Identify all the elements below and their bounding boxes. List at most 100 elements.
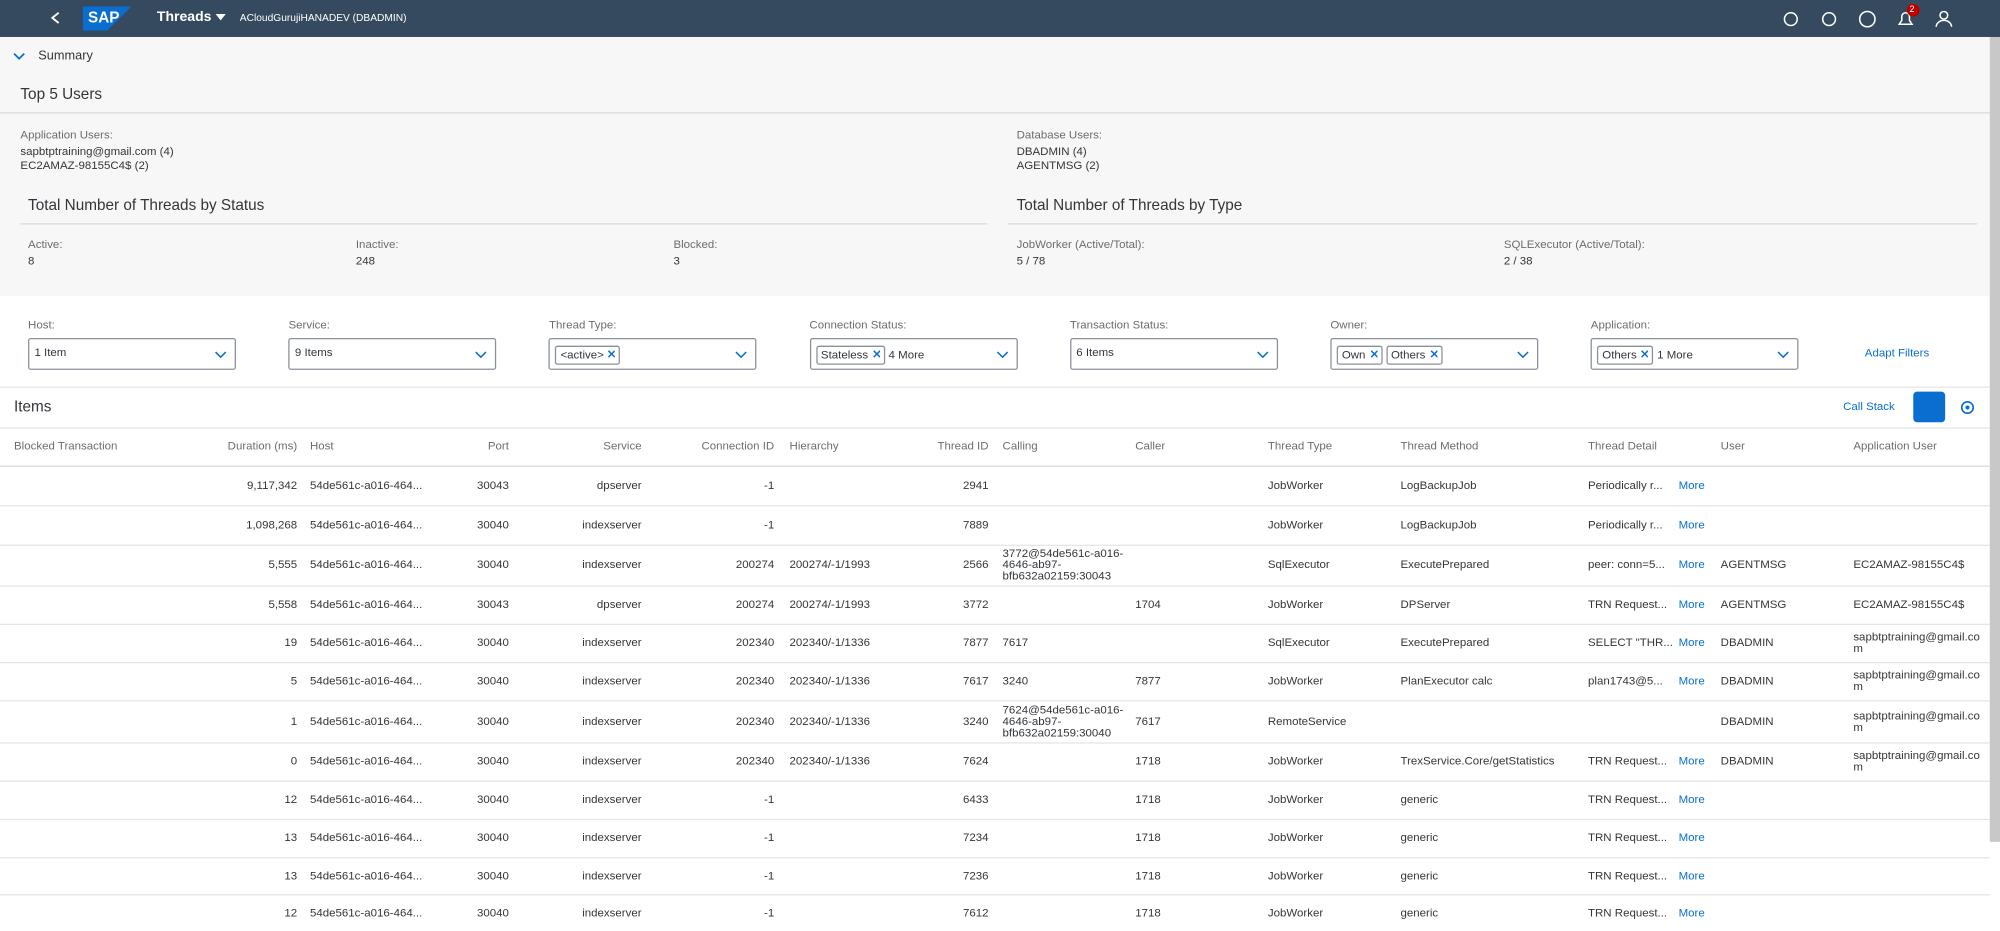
filter-input[interactable]: 6 Items — [1070, 338, 1278, 370]
cell: DPServer — [1401, 598, 1451, 612]
column-header[interactable]: Host — [310, 439, 334, 453]
cell: 54de561c-a016-464... — [310, 831, 422, 845]
more-link[interactable]: More — [1679, 793, 1705, 807]
cell: JobWorker — [1268, 906, 1323, 920]
cell: DBADMIN — [1721, 754, 1774, 768]
column-header[interactable]: Blocked Transaction — [14, 439, 117, 453]
cell: indexserver — [582, 518, 641, 532]
app-user: sapbtptraining@gmail.com (4) — [20, 145, 173, 159]
collapse-icon[interactable] — [13, 51, 26, 61]
cell: TRN Request... — [1588, 754, 1667, 768]
token-remove[interactable] — [1637, 349, 1648, 358]
dropdown-arrow[interactable] — [1256, 351, 1269, 360]
more-link[interactable]: More — [1679, 558, 1705, 572]
top-users-title: Top 5 Users — [20, 87, 102, 101]
cell: PlanExecutor calc — [1401, 674, 1493, 688]
column-header[interactable]: Connection ID — [701, 439, 774, 453]
column-header[interactable]: User — [1721, 439, 1745, 453]
adapt-filters[interactable]: Adapt Filters — [1865, 346, 1929, 360]
back-button[interactable] — [48, 10, 63, 25]
column-header[interactable]: Thread ID — [937, 439, 988, 453]
stat-value: 2 / 38 — [1504, 254, 1533, 268]
cell: SqlExecutor — [1268, 558, 1330, 572]
dropdown-arrow[interactable] — [735, 351, 748, 360]
more-link[interactable]: More — [1679, 754, 1705, 768]
dropdown-arrow[interactable] — [1517, 351, 1530, 360]
token-remove[interactable] — [604, 349, 615, 358]
cell: 202340/-1/1336 — [790, 754, 870, 768]
column-header[interactable]: Application User — [1853, 439, 1937, 453]
status-title: Total Number of Threads by Status — [28, 198, 264, 212]
column-header[interactable]: Duration (ms) — [228, 439, 298, 453]
more-link[interactable]: More — [1679, 479, 1705, 493]
token-remove[interactable] — [1365, 349, 1376, 358]
cell: -1 — [764, 869, 774, 883]
column-header[interactable]: Calling — [1003, 439, 1038, 453]
token-text: Others — [1602, 348, 1636, 361]
column-header[interactable]: Hierarchy — [790, 439, 839, 453]
token-remove[interactable] — [868, 349, 879, 358]
column-header[interactable]: Thread Type — [1268, 439, 1332, 453]
summary-title[interactable]: Summary — [38, 49, 93, 63]
token-remove[interactable] — [1425, 349, 1436, 358]
column-header[interactable]: Service — [603, 439, 641, 453]
row-divider — [0, 662, 1990, 663]
filter-token[interactable]: Others — [1597, 346, 1653, 365]
cell: 7617 — [963, 674, 989, 688]
cell: AGENTMSG — [1721, 558, 1787, 572]
filter-token[interactable]: Stateless — [816, 346, 885, 365]
cell: 13 — [284, 869, 297, 883]
cell: AGENTMSG — [1721, 598, 1787, 612]
column-header[interactable]: Thread Method — [1401, 439, 1479, 453]
filter-token[interactable]: Others — [1386, 346, 1442, 365]
row-divider — [0, 505, 1990, 506]
row-divider — [0, 819, 1990, 820]
cell: 3772 — [963, 598, 989, 612]
more-link[interactable]: More — [1679, 518, 1705, 532]
filter-input[interactable]: 1 Item — [28, 338, 236, 370]
dropdown-arrow[interactable] — [996, 351, 1009, 360]
cell: TrexService.Core/getStatistics — [1401, 754, 1555, 768]
more-link[interactable]: More — [1679, 906, 1705, 920]
filter-value: 9 Items — [295, 346, 333, 359]
divider — [20, 223, 987, 224]
more-link[interactable]: More — [1679, 636, 1705, 650]
cell: indexserver — [582, 831, 641, 845]
cell: JobWorker — [1268, 793, 1323, 807]
row-divider — [0, 742, 1990, 743]
cell: TRN Request... — [1588, 831, 1667, 845]
title-dropdown[interactable] — [216, 14, 226, 22]
cell: 30040 — [477, 906, 509, 920]
column-header[interactable]: Caller — [1135, 439, 1165, 453]
dropdown-arrow[interactable] — [214, 351, 227, 360]
filter-token[interactable]: Own — [1337, 346, 1382, 365]
more-link[interactable]: More — [1679, 674, 1705, 688]
cell: 9,117,342 — [247, 479, 297, 493]
filter-input[interactable]: 9 Items — [289, 338, 497, 370]
cell: 30040 — [477, 869, 509, 883]
cell: 30040 — [477, 636, 509, 650]
more-link[interactable]: More — [1679, 831, 1705, 845]
cell: 202340 — [736, 636, 774, 650]
filter-input[interactable]: <active> — [549, 338, 757, 370]
column-header[interactable]: Thread Detail — [1588, 439, 1657, 453]
settings-button[interactable] — [1959, 399, 1976, 416]
filter-token[interactable]: <active> — [555, 346, 620, 365]
call-stack-button[interactable]: Call Stack — [1843, 400, 1895, 414]
dropdown-arrow[interactable] — [475, 351, 488, 360]
more-link[interactable]: More — [1679, 598, 1705, 612]
filter-input[interactable]: OwnOthers — [1330, 338, 1538, 370]
filter-input[interactable]: Others1 More — [1591, 338, 1799, 370]
cell: generic — [1401, 906, 1439, 920]
table-view-button[interactable] — [1913, 392, 1945, 423]
more-link[interactable]: More — [1679, 869, 1705, 883]
cell: sapbtptraining@gmail.com — [1853, 631, 1981, 654]
cell: 54de561c-a016-464... — [310, 518, 422, 532]
filter-input[interactable]: Stateless4 More — [809, 338, 1017, 370]
cell: LogBackupJob — [1401, 479, 1477, 493]
column-header[interactable]: Port — [488, 439, 509, 453]
dropdown-arrow[interactable] — [1777, 351, 1790, 360]
cell: RemoteService — [1268, 714, 1346, 728]
app-title[interactable]: Threads — [157, 11, 212, 25]
cell: DBADMIN — [1721, 636, 1774, 650]
